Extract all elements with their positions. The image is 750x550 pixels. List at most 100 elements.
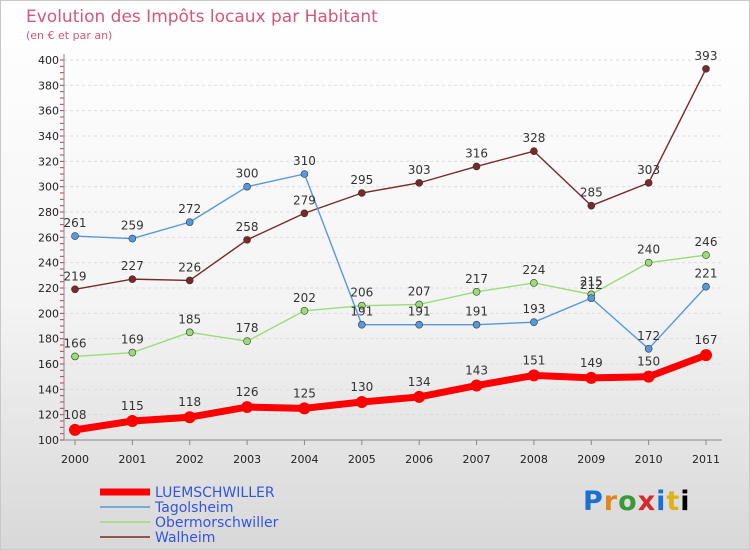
data-point (700, 349, 712, 362)
data-label: 172 (637, 329, 660, 343)
data-label: 191 (350, 305, 373, 319)
data-point (128, 348, 137, 357)
data-label: 328 (522, 131, 545, 145)
series-line (71, 351, 710, 434)
data-point (243, 236, 251, 244)
data-point (128, 275, 137, 283)
data-label: 150 (637, 355, 660, 369)
data-label: 125 (293, 386, 316, 400)
x-tick-label: 2006 (405, 453, 433, 466)
data-point (185, 276, 194, 285)
data-point (587, 294, 596, 302)
data-point (644, 258, 653, 267)
x-tick-label: 2010 (635, 453, 663, 466)
data-label: 246 (695, 235, 718, 249)
data-label: 215 (580, 274, 603, 288)
data-label: 393 (695, 49, 718, 63)
y-tick-label: 200 (38, 307, 59, 320)
x-tick-label: 2005 (348, 453, 376, 466)
data-label: 300 (236, 167, 259, 181)
data-label: 212 (580, 278, 603, 292)
y-tick-label: 180 (38, 333, 59, 346)
x-tick-label: 2008 (520, 453, 548, 466)
y-tick-label: 240 (38, 257, 59, 270)
data-label: 143 (465, 364, 488, 378)
data-label: 217 (465, 272, 488, 286)
data-point (585, 371, 598, 384)
chart-subtitle: (en € et par an) (26, 29, 112, 42)
data-label: 166 (64, 336, 87, 350)
data-point (243, 337, 251, 346)
data-label: 227 (121, 259, 144, 273)
data-point (358, 301, 366, 310)
data-point (415, 179, 423, 187)
data-label: 221 (695, 267, 718, 281)
data-point (587, 201, 596, 210)
data-point (642, 370, 655, 383)
data-label: 126 (236, 385, 259, 399)
data-label: 272 (178, 202, 201, 216)
data-label: 279 (293, 193, 316, 207)
data-label: 226 (178, 260, 201, 274)
legend-label: LUEMSCHWILLER (155, 485, 275, 501)
y-tick-label: 380 (38, 79, 59, 92)
data-point (470, 379, 483, 392)
data-label: 108 (64, 408, 87, 422)
data-point (243, 182, 251, 191)
data-label: 206 (350, 286, 373, 300)
data-label: 240 (637, 243, 660, 257)
y-tick-label: 260 (38, 231, 59, 244)
y-tick-label: 160 (38, 358, 59, 371)
legend: LUEMSCHWILLERTagolsheimObermorschwillerW… (100, 485, 279, 546)
data-point (530, 147, 538, 155)
data-point (527, 369, 540, 382)
y-tick-label: 340 (38, 130, 59, 143)
data-label: 224 (522, 263, 545, 277)
data-label: 185 (178, 312, 201, 326)
data-point (69, 423, 81, 436)
y-tick-label: 280 (38, 206, 59, 219)
proxiti-logo: Proxiti (583, 486, 691, 517)
y-tick-label: 360 (38, 105, 59, 118)
data-label: 258 (236, 220, 259, 234)
data-point (298, 402, 311, 415)
data-label: 316 (465, 146, 488, 160)
legend-label: Tagolsheim (154, 500, 233, 516)
data-label: 295 (350, 173, 373, 187)
data-point (358, 189, 366, 197)
data-point (702, 251, 710, 259)
x-tick-label: 2001 (118, 453, 146, 466)
data-point (530, 318, 538, 327)
data-label: 149 (580, 356, 603, 370)
data-label: 118 (178, 395, 201, 409)
data-point (300, 306, 309, 315)
data-point (71, 232, 79, 240)
data-label: 303 (408, 163, 431, 177)
x-tick-label: 2004 (290, 453, 318, 466)
data-point (128, 234, 137, 243)
data-point (300, 209, 309, 218)
data-label: 134 (408, 375, 431, 389)
series-line (74, 254, 707, 358)
data-label: 259 (121, 219, 144, 233)
x-tick-label: 2000 (61, 453, 89, 466)
y-tick-label: 300 (38, 181, 59, 194)
y-tick-label: 400 (38, 54, 59, 67)
y-tick-label: 120 (38, 409, 59, 422)
data-point (185, 328, 194, 337)
data-label: 193 (522, 302, 545, 316)
data-label: 219 (64, 269, 87, 283)
chart-title: Evolution des Impôts locaux par Habitant (26, 7, 378, 27)
data-point (472, 320, 481, 329)
data-label: 207 (408, 284, 431, 298)
data-label: 202 (293, 291, 316, 305)
data-label: 303 (637, 163, 660, 177)
x-tick-label: 2002 (176, 453, 204, 466)
data-point (415, 300, 423, 309)
data-point (71, 352, 79, 361)
axes: 100 120 140 160 180 200 220 240 260 280 300 320 340 3… (38, 54, 722, 466)
series-line (74, 68, 707, 290)
y-tick-label: 320 (38, 155, 59, 168)
grid-lines (64, 59, 722, 441)
